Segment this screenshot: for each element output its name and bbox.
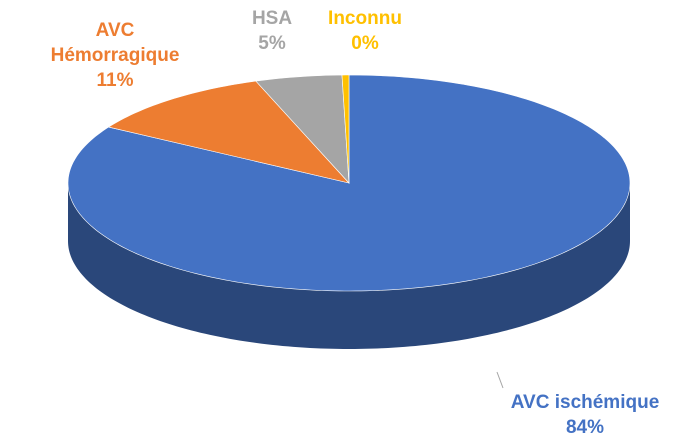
slice-label: HSA 5%: [232, 6, 312, 56]
slice: [107, 80, 350, 184]
category-label: AVC ischémique: [510, 392, 660, 413]
slice-side: [68, 183, 630, 349]
slice-label: AVC Hémorragique 11%: [40, 18, 190, 93]
value-label: 0%: [351, 33, 379, 54]
value-label: 11%: [96, 70, 134, 91]
slice: [255, 74, 350, 184]
slice-label: Inconnu 0%: [310, 6, 420, 56]
category-label: HSA: [251, 8, 293, 29]
category-label: Inconnu: [328, 8, 402, 29]
value-label: 84%: [565, 417, 605, 438]
slice: [341, 74, 350, 184]
leader-line: [496, 371, 504, 389]
value-label: 5%: [258, 33, 286, 54]
slice-label: AVC ischémique 84%: [460, 390, 700, 440]
category-label: AVC Hémorragique: [50, 20, 180, 66]
